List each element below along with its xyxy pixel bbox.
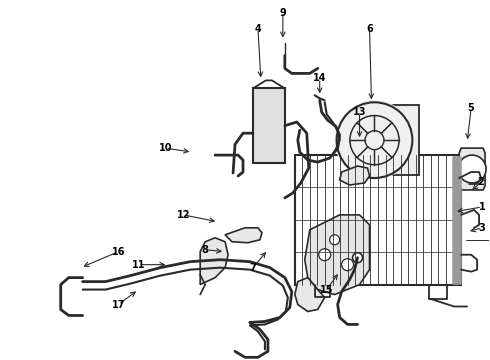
Text: 12: 12 [176, 210, 190, 220]
Text: 13: 13 [353, 107, 367, 117]
Circle shape [353, 253, 363, 263]
Circle shape [337, 102, 413, 178]
Text: 2: 2 [478, 177, 485, 187]
Circle shape [330, 235, 340, 245]
Text: 10: 10 [159, 143, 172, 153]
Circle shape [342, 259, 354, 271]
Text: 4: 4 [255, 24, 261, 33]
Circle shape [458, 155, 486, 183]
Bar [360, 105, 419, 175]
Text: 8: 8 [202, 245, 209, 255]
Bar [295, 155, 461, 285]
Text: 16: 16 [112, 247, 125, 257]
Text: 17: 17 [112, 300, 125, 310]
Polygon shape [295, 278, 325, 311]
Circle shape [318, 249, 331, 261]
Circle shape [365, 131, 384, 150]
Circle shape [335, 100, 415, 180]
Text: 11: 11 [132, 260, 145, 270]
Bar [253, 88, 285, 163]
Polygon shape [305, 215, 369, 294]
Polygon shape [340, 166, 369, 185]
Polygon shape [459, 148, 485, 190]
Text: 6: 6 [366, 24, 373, 33]
Text: 1: 1 [479, 202, 486, 212]
Text: 3: 3 [479, 223, 486, 233]
Polygon shape [225, 228, 262, 243]
Text: 7: 7 [249, 263, 256, 273]
Text: 14: 14 [313, 73, 326, 84]
Text: 5: 5 [468, 103, 474, 113]
Polygon shape [200, 238, 228, 285]
Text: 9: 9 [279, 8, 286, 18]
Circle shape [350, 116, 399, 165]
Text: 15: 15 [320, 284, 333, 294]
